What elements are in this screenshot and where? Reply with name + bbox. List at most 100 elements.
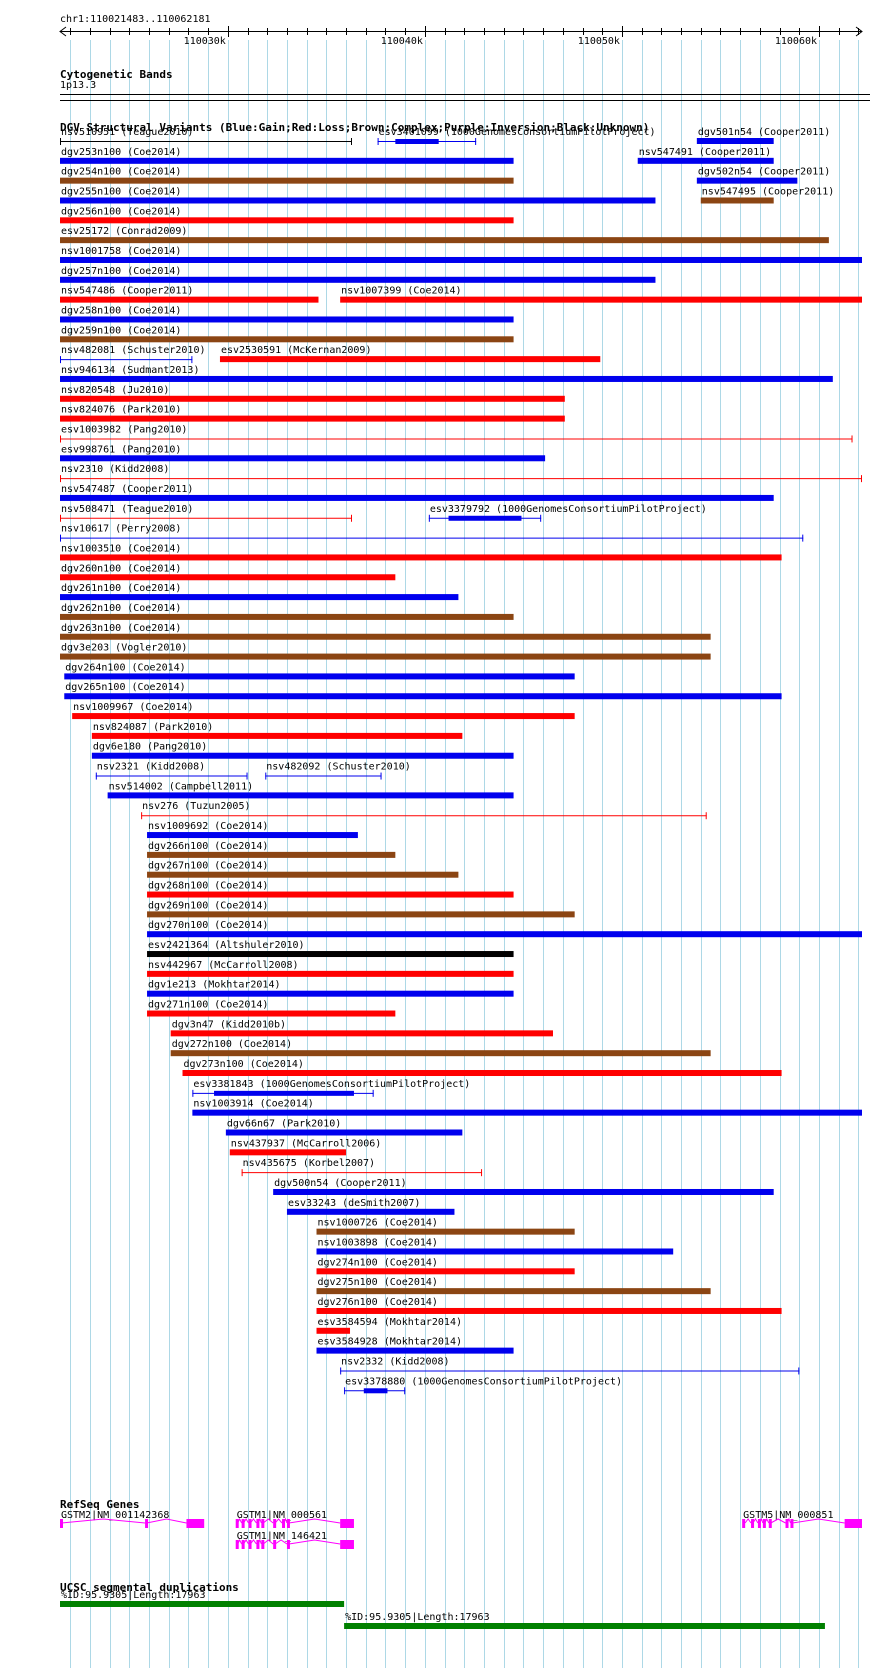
dgv-feature: dgv253n100 (Coe2014) (60, 147, 514, 164)
segdup-bar (60, 1601, 345, 1607)
dgv-feature: nsv547486 (Cooper2011) (60, 286, 319, 303)
dgv-feature-label: dgv265n100 (Coe2014) (65, 682, 185, 693)
dgv-feature-block (448, 515, 522, 521)
gene-exon (261, 1540, 265, 1549)
dgv-feature-bar (340, 296, 863, 303)
dgv-feature: nsv2310 (Kidd2008) (60, 464, 862, 483)
dgv-feature: nsv824087 (Park2010) (91, 722, 463, 739)
ruler-tick-label: 110040k (381, 36, 423, 47)
dgv-feature-label: nsv1001758 (Coe2014) (61, 246, 181, 257)
position-label: chr1:110021483..110062181 (60, 14, 211, 25)
dgv-feature: esv1003982 (Pang2010) (60, 424, 853, 443)
dgv-feature-bar (60, 296, 319, 303)
dgv-feature: nsv10617 (Perry2008) (60, 524, 804, 542)
dgv-feature-label: dgv259n100 (Coe2014) (61, 325, 181, 336)
segdup-feature: %ID:95.9305|Length:17963 (60, 1590, 345, 1607)
dgv-feature-bar (60, 395, 565, 402)
dgv-feature: dgv500n54 (Cooper2011) (273, 1178, 774, 1195)
dgv-feature: nsv442967 (McCarroll2008) (147, 960, 514, 977)
dgv-feature-bar (60, 574, 396, 581)
dgv-feature-bar (147, 832, 358, 839)
ruler-tick-label: 110050k (578, 36, 620, 47)
gene-label: GSTM5|NM_000851 (743, 1510, 833, 1521)
dgv-feature: esv2530591 (McKernan2009) (219, 345, 601, 363)
dgv-feature: dgv264n100 (Coe2014) (64, 662, 575, 680)
dgv-feature-label: dgv258n100 (Coe2014) (61, 305, 181, 316)
dgv-feature: nsv276 (Tuzun2005) (141, 801, 707, 820)
dgv-feature-bar (182, 1070, 782, 1077)
dgv-feature-label: nsv547486 (Cooper2011) (61, 286, 193, 297)
dgv-feature-bar (60, 157, 514, 164)
dgv-feature-bar (147, 1010, 396, 1017)
dgv-feature-label: esv3401099 (1000GenomesConsortiumPilotPr… (379, 127, 656, 138)
gene-intron (237, 1538, 341, 1545)
dgv-feature: dgv270n100 (Coe2014) (147, 920, 862, 938)
gene-exon (286, 1519, 290, 1528)
dgv-feature: dgv260n100 (Coe2014) (60, 563, 396, 581)
dgv-feature-bar (107, 792, 514, 799)
dgv-feature: nsv1007399 (Coe2014) (340, 286, 863, 303)
dgv-feature-label: nsv1007399 (Coe2014) (341, 286, 461, 297)
dgv-feature-bar (60, 256, 862, 263)
gene-exon (785, 1519, 789, 1528)
segdup-track-title: UCSC segmental duplications (60, 1581, 239, 1594)
segdup-feature: %ID:95.9305|Length:17963 (344, 1612, 825, 1629)
dgv-feature-bar (286, 1208, 455, 1215)
dgv-feature-bar (60, 237, 829, 244)
dgv-feature-bar (147, 931, 862, 938)
dgv-feature-label: esv3584594 (Mokhtar2014) (318, 1317, 463, 1328)
gene-exon (248, 1519, 252, 1528)
gene-exon (241, 1519, 245, 1528)
dgv-feature: dgv254n100 (Coe2014) (60, 167, 514, 184)
dgv-feature: dgv262n100 (Coe2014) (60, 603, 514, 620)
gene-exon (751, 1519, 755, 1528)
dgv-feature-label: nsv2310 (Kidd2008) (61, 464, 169, 475)
dgv-feature-label: dgv273n100 (Coe2014) (184, 1059, 304, 1070)
dgv-feature-label: dgv255n100 (Coe2014) (61, 186, 181, 197)
dgv-feature-bar (316, 1248, 674, 1255)
dgv-feature-bar (60, 415, 565, 422)
gene-exon (762, 1519, 766, 1528)
dgv-feature: nsv1003914 (Coe2014) (192, 1099, 862, 1116)
track-divider (60, 100, 870, 101)
dgv-feature-label: dgv275n100 (Coe2014) (318, 1277, 438, 1288)
dgv-feature: dgv502n54 (Cooper2011) (696, 167, 830, 184)
dgv-feature-label: dgv270n100 (Coe2014) (148, 920, 268, 931)
dgv-feature-bar (637, 157, 774, 164)
dgv-feature-label: nsv1009967 (Coe2014) (73, 702, 193, 713)
dgv-feature-label: dgv1e213 (Mokhtar2014) (148, 980, 280, 991)
dgv-feature: nsv437937 (McCarroll2006) (229, 1138, 382, 1156)
dgv-feature-bar (147, 970, 514, 977)
dgv-feature: nsv2332 (Kidd2008) (340, 1356, 800, 1375)
dgv-feature: dgv263n100 (Coe2014) (60, 623, 711, 640)
dgv-feature-bar (91, 752, 514, 759)
dgv-feature: nsv547491 (Cooper2011) (637, 147, 774, 164)
dgv-feature-label: nsv1003510 (Coe2014) (61, 543, 181, 554)
dgv-feature: nsv946134 (Sudmant2013) (60, 365, 833, 382)
gene-exon (145, 1519, 149, 1528)
dgv-feature-bar (147, 871, 459, 878)
dgv-feature: nsv514002 (Campbell2011) (107, 781, 514, 799)
dgv-feature: dgv1e213 (Mokhtar2014) (147, 980, 514, 997)
segdup-label: %ID:95.9305|Length:17963 (61, 1590, 206, 1601)
refseq-gene: GSTM2|NM_001142368 (60, 1510, 205, 1528)
gene-exon (340, 1519, 354, 1528)
dgv-feature-bar (147, 911, 575, 918)
dgv-feature-label: nsv437937 (McCarroll2006) (231, 1138, 382, 1149)
dgv-feature-label: dgv257n100 (Coe2014) (61, 266, 181, 277)
dgv-feature-label: dgv256n100 (Coe2014) (61, 206, 181, 217)
dgv-feature-bar (72, 713, 575, 720)
dgv-feature-label: nsv2332 (Kidd2008) (341, 1356, 449, 1367)
dgv-feature: nsv1009692 (Coe2014) (147, 821, 358, 839)
dgv-feature-bar (60, 276, 656, 283)
dgv-feature: dgv276n100 (Coe2014) (316, 1297, 782, 1314)
dgv-feature-label: nsv1003898 (Coe2014) (318, 1237, 438, 1248)
gene-exon (742, 1519, 746, 1528)
dgv-feature: nsv1003898 (Coe2014) (316, 1237, 674, 1255)
dgv-feature-label: esv33243 (deSmith2007) (288, 1198, 420, 1209)
dgv-feature: esv3378880 (1000GenomesConsortiumPilotPr… (344, 1376, 622, 1395)
gene-exon (235, 1540, 239, 1549)
dgv-feature: dgv269n100 (Coe2014) (147, 900, 575, 918)
